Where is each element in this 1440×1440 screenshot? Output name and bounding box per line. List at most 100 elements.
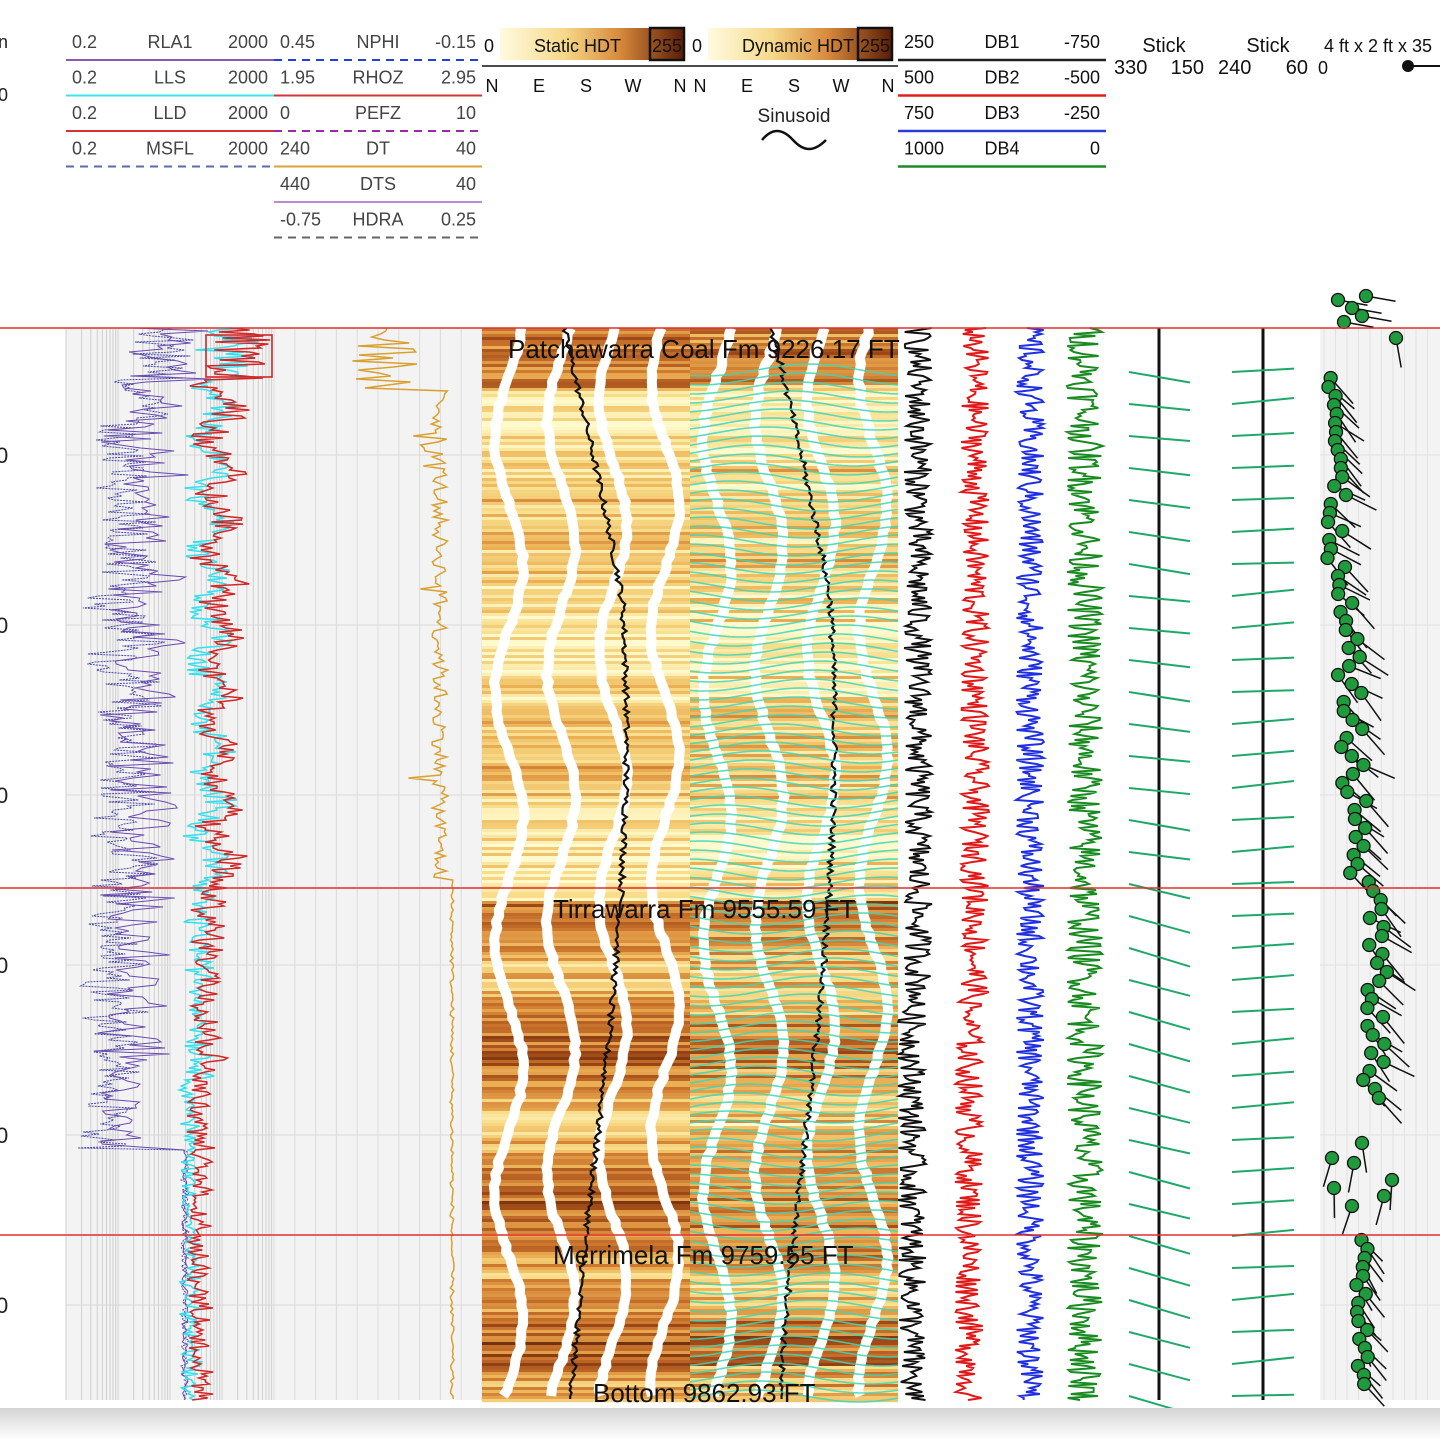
image-band <box>690 406 898 410</box>
tadpole-head <box>1351 1313 1366 1329</box>
image-band <box>690 739 898 743</box>
static-hdt-header-dir: W <box>625 76 642 96</box>
image-band <box>690 598 898 602</box>
image-band <box>690 961 898 965</box>
image-band <box>482 1216 690 1220</box>
tadpole-head <box>1350 631 1365 647</box>
dip-stick <box>1128 499 1191 509</box>
tadpole-head <box>1345 766 1361 782</box>
por-header-rhoz-left: 1.95 <box>280 68 315 88</box>
image-band <box>482 367 690 371</box>
log-curves <box>77 327 1107 1401</box>
image-band <box>690 769 898 773</box>
image-band <box>482 751 690 755</box>
dip-stick <box>1231 367 1295 373</box>
image-band <box>690 1348 898 1352</box>
dip-stick <box>1231 689 1295 693</box>
image-band <box>482 487 690 491</box>
dynamic-hdt-header-dir: S <box>788 76 800 96</box>
sinusoid-pick <box>689 849 899 863</box>
pad-gap <box>592 326 633 1398</box>
sinusoid-pick <box>689 1083 899 1097</box>
image-band <box>690 721 898 725</box>
image-band <box>690 352 898 356</box>
dip-stick <box>1231 1166 1295 1173</box>
image-band <box>482 739 690 743</box>
tadpole-head <box>1360 1349 1375 1365</box>
image-band <box>482 1138 690 1142</box>
colorbar-max-box <box>648 26 686 62</box>
tadpole-head <box>1335 523 1350 539</box>
image-band <box>690 355 898 359</box>
image-band <box>690 1339 898 1343</box>
image-band <box>482 1204 690 1208</box>
dip-stick <box>1231 432 1295 437</box>
image-band <box>482 1102 690 1106</box>
tadpole-head <box>1375 1009 1391 1025</box>
sinusoid-pick <box>689 1110 899 1124</box>
tadpole <box>1344 300 1382 316</box>
stick2-header-right: 60 <box>1286 57 1308 79</box>
sinusoid-pick <box>689 867 899 881</box>
well-log-canvas[interactable]: Patchawarra Coal Fm 9226.17 FT Tirrawarra… <box>0 0 1440 1410</box>
image-band <box>690 655 898 659</box>
image-band <box>482 877 690 881</box>
image-band <box>482 685 690 689</box>
dip-tadpoles <box>1320 288 1416 1407</box>
image-band <box>690 328 898 332</box>
dip-stick <box>1231 942 1295 949</box>
image-band <box>482 1165 690 1169</box>
image-band <box>482 445 690 449</box>
image-band <box>690 469 898 473</box>
image-band <box>482 1156 690 1160</box>
image-band <box>690 937 898 941</box>
sinusoid-pick <box>689 984 899 998</box>
image-band <box>482 541 690 545</box>
dip-stick <box>1231 1007 1295 1013</box>
tadpole-head <box>1320 514 1336 530</box>
image-band <box>690 970 898 974</box>
image-band <box>482 1099 690 1103</box>
image-band <box>482 1039 690 1043</box>
image-band <box>690 865 898 869</box>
image-band <box>482 730 690 734</box>
sinusoid-pick <box>689 840 899 854</box>
db-header-db1: 250 DB1 -750 <box>898 32 1106 62</box>
image-band <box>690 397 898 401</box>
curve-db1 <box>895 327 936 1401</box>
image-band <box>690 505 898 509</box>
tadpole-head <box>1349 1277 1364 1293</box>
image-band <box>690 1123 898 1127</box>
image-band <box>482 862 690 866</box>
image-band <box>482 838 690 842</box>
db-left: 1000 <box>904 139 944 159</box>
res-header-msfl-left: 0.2 <box>72 139 97 159</box>
image-band <box>482 586 690 590</box>
image-band <box>690 709 898 713</box>
dip-stick <box>1231 974 1295 981</box>
db-right: -500 <box>1064 68 1100 88</box>
image-band <box>690 1009 898 1013</box>
dip-stick <box>1128 947 1191 968</box>
image-band <box>482 661 690 665</box>
tadpole-head <box>1335 469 1350 485</box>
curve-db3 <box>1012 327 1048 1400</box>
image-band <box>690 1207 898 1211</box>
dip-stick <box>1128 1267 1191 1287</box>
dip-stick <box>1128 403 1191 412</box>
image-band <box>482 1336 690 1340</box>
image-band <box>482 1261 690 1265</box>
image-band <box>690 1135 898 1139</box>
por-header-dt: 240 DT 40 <box>274 139 482 168</box>
well-log-viewer[interactable]: Patchawarra Coal Fm 9226.17 FT Tirrawarra… <box>0 0 1440 1410</box>
sinusoid-label: Sinusoid <box>758 106 831 127</box>
image-band <box>690 1318 898 1322</box>
image-band <box>482 748 690 752</box>
image-band <box>690 844 898 848</box>
pad-gap <box>645 325 686 1397</box>
image-band <box>482 511 690 515</box>
tadpole-head <box>1341 640 1356 656</box>
image-band <box>482 1363 690 1367</box>
tadpole <box>1371 1090 1403 1124</box>
sinusoid-pick <box>689 1272 899 1286</box>
